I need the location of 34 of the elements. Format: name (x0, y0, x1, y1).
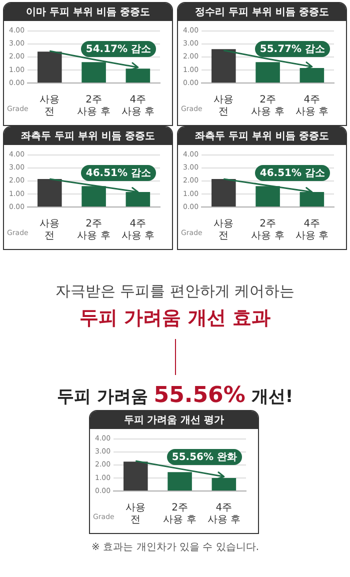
x-tick-label: 2주 사용 후 (77, 218, 110, 242)
text: ※ 효과는 개인차가 있을 수 있습니다. (90, 541, 259, 554)
x-tick-label: 4주 사용 후 (207, 502, 241, 526)
chart-title: 좌측두 두피 부위 비듬 중증도 (178, 127, 346, 145)
x-tick-label: 사용 전 (214, 94, 234, 118)
annotation: 55.56% 완화 (166, 449, 242, 465)
chart-title: 이마 두피 부위 비듬 중증도 (4, 3, 172, 21)
x-tick-label: 4주 사용 후 (295, 94, 329, 118)
x-tick-label: 사용 전 (214, 218, 234, 242)
text: 자극받은 두피를 편안하게 케어하는 (54, 282, 296, 301)
annotation: 54.17% 감소 (80, 41, 156, 57)
bar (38, 52, 62, 82)
chart-title: 좌측두 두피 부위 비듬 중증도 (4, 127, 172, 145)
x-tick-label: 4주 사용 후 (121, 218, 155, 242)
annotation: 46.51% 감소 (254, 165, 330, 181)
bar (212, 178, 236, 206)
text: 두피 가려움 개선 효과 (78, 306, 272, 331)
x-tick-label: 사용 전 (40, 94, 60, 118)
x-tick-label: 4주 사용 후 (121, 94, 155, 118)
chart-title: 정수리 두피 부위 비듬 중증도 (178, 3, 346, 21)
x-tick-label: 4주 사용 후 (295, 218, 329, 242)
annotation: 55.77% 감소 (254, 41, 330, 57)
x-tick-label: 사용 전 (126, 502, 146, 526)
annotation: 46.51% 감소 (80, 165, 156, 181)
text: 두피 가려움 55.56% 개선! (56, 383, 294, 408)
bar (38, 178, 62, 206)
x-tick-label: 2주 사용 후 (251, 94, 284, 118)
x-tick-label: 2주 사용 후 (251, 218, 284, 242)
chart-title: 두피 가려움 개선 평가 (90, 411, 258, 429)
x-tick-label: 2주 사용 후 (163, 502, 196, 526)
bar (124, 462, 148, 490)
bar (212, 49, 236, 82)
x-tick-label: 사용 전 (40, 218, 60, 242)
x-tick-label: 2주 사용 후 (77, 94, 110, 118)
